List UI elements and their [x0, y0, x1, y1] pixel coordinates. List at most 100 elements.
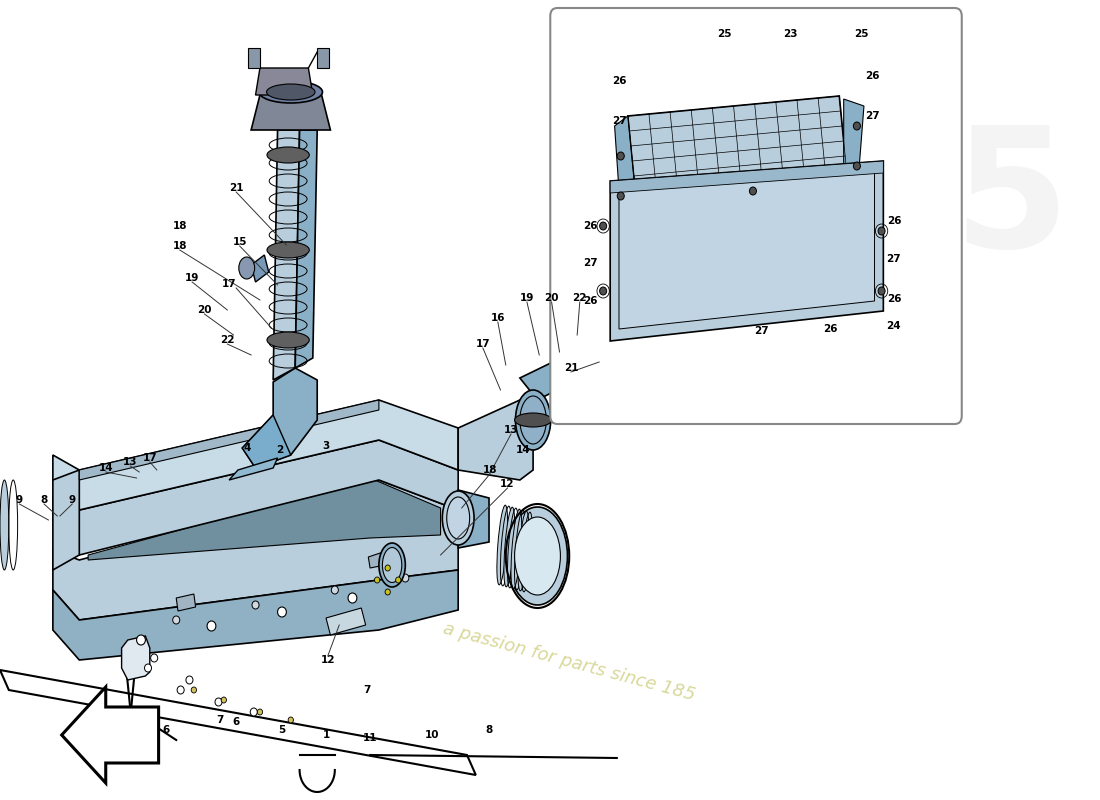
Circle shape	[617, 192, 625, 200]
Polygon shape	[242, 368, 317, 468]
Text: 26: 26	[823, 324, 838, 334]
Polygon shape	[251, 95, 330, 130]
Text: 19: 19	[185, 273, 199, 283]
Text: 27: 27	[755, 326, 769, 336]
Ellipse shape	[239, 257, 254, 279]
Polygon shape	[619, 171, 874, 329]
Text: a passion for parts since 185: a passion for parts since 185	[441, 619, 696, 704]
Text: 27: 27	[866, 111, 880, 121]
Ellipse shape	[742, 280, 791, 364]
Text: 12: 12	[500, 479, 515, 489]
Ellipse shape	[617, 336, 627, 388]
Polygon shape	[79, 400, 378, 480]
Ellipse shape	[260, 81, 322, 103]
Polygon shape	[368, 552, 385, 568]
Circle shape	[136, 635, 145, 645]
Text: 3: 3	[322, 441, 330, 451]
Text: 25: 25	[717, 29, 732, 39]
Polygon shape	[459, 400, 534, 480]
Polygon shape	[229, 458, 277, 480]
Polygon shape	[295, 130, 317, 368]
Text: 17: 17	[143, 453, 157, 463]
Ellipse shape	[574, 336, 585, 388]
Circle shape	[385, 565, 390, 571]
Polygon shape	[817, 290, 824, 300]
Circle shape	[173, 616, 179, 624]
Polygon shape	[610, 161, 883, 341]
Circle shape	[207, 621, 216, 631]
Polygon shape	[610, 161, 883, 193]
Text: 5: 5	[278, 725, 286, 735]
Ellipse shape	[606, 336, 617, 388]
Text: 26: 26	[612, 76, 626, 86]
Text: 24: 24	[887, 321, 901, 331]
Polygon shape	[317, 48, 329, 68]
Circle shape	[144, 664, 152, 672]
Text: 17: 17	[475, 339, 491, 349]
Circle shape	[348, 593, 356, 603]
Ellipse shape	[267, 147, 309, 163]
Polygon shape	[628, 96, 848, 206]
Polygon shape	[122, 636, 150, 680]
Circle shape	[600, 222, 607, 230]
Text: 23: 23	[783, 29, 799, 39]
Text: 21: 21	[563, 363, 579, 373]
Circle shape	[402, 574, 409, 582]
Ellipse shape	[512, 509, 521, 589]
Circle shape	[191, 687, 197, 693]
Circle shape	[854, 122, 860, 130]
Circle shape	[396, 577, 400, 583]
Ellipse shape	[683, 277, 727, 355]
Circle shape	[257, 709, 263, 715]
Ellipse shape	[627, 336, 638, 388]
Circle shape	[385, 589, 390, 595]
Ellipse shape	[515, 517, 560, 595]
Ellipse shape	[497, 505, 507, 585]
Polygon shape	[53, 440, 459, 555]
Circle shape	[374, 577, 379, 583]
Polygon shape	[326, 608, 365, 635]
Ellipse shape	[267, 242, 309, 258]
Text: 18: 18	[173, 221, 187, 231]
Ellipse shape	[516, 390, 551, 450]
Ellipse shape	[585, 336, 595, 388]
Polygon shape	[679, 260, 767, 380]
Text: 17: 17	[222, 279, 236, 289]
Polygon shape	[273, 130, 299, 380]
Polygon shape	[817, 345, 824, 355]
Ellipse shape	[383, 547, 402, 582]
Ellipse shape	[748, 289, 785, 355]
Ellipse shape	[442, 491, 474, 545]
Polygon shape	[615, 116, 637, 216]
Circle shape	[600, 287, 607, 295]
Text: 26: 26	[584, 296, 598, 306]
Text: 20: 20	[197, 305, 211, 315]
Text: 7: 7	[363, 685, 371, 695]
Circle shape	[878, 287, 886, 295]
Text: 26: 26	[584, 221, 598, 231]
Circle shape	[331, 586, 339, 594]
Text: 15: 15	[232, 237, 246, 247]
Text: 8: 8	[485, 725, 493, 735]
Circle shape	[854, 162, 860, 170]
Text: 6: 6	[162, 725, 169, 735]
Polygon shape	[242, 415, 290, 468]
Circle shape	[221, 697, 227, 703]
Polygon shape	[817, 317, 824, 327]
Polygon shape	[62, 687, 158, 783]
Circle shape	[250, 708, 257, 716]
Polygon shape	[767, 280, 828, 360]
Text: 8: 8	[41, 495, 47, 505]
Text: 9: 9	[68, 495, 76, 505]
Circle shape	[186, 676, 192, 684]
Polygon shape	[176, 594, 196, 611]
Text: 1: 1	[322, 730, 330, 740]
Polygon shape	[459, 490, 490, 548]
Circle shape	[277, 607, 286, 617]
Text: 16: 16	[491, 313, 505, 323]
Text: 18: 18	[173, 241, 187, 251]
Text: 19: 19	[519, 293, 535, 303]
Ellipse shape	[507, 507, 568, 605]
Circle shape	[749, 187, 757, 195]
Polygon shape	[53, 470, 79, 570]
